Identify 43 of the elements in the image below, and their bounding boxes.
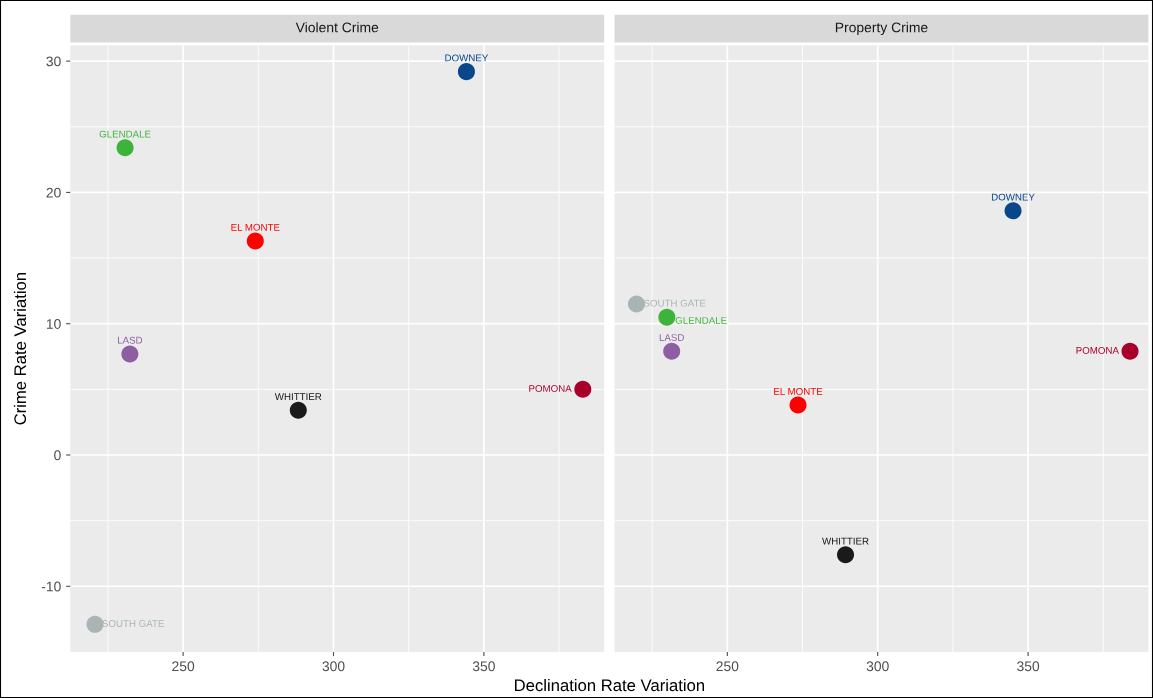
y-tick-label: 20 bbox=[46, 187, 61, 198]
point bbox=[789, 396, 807, 414]
point bbox=[457, 63, 475, 81]
x-tick-label: 250 bbox=[716, 661, 739, 672]
series-label: GLENDALE bbox=[99, 130, 151, 138]
point bbox=[86, 615, 104, 633]
series-label: GLENDALE bbox=[675, 317, 727, 324]
x-tick-label: 300 bbox=[866, 661, 889, 672]
series-label: POMONA bbox=[529, 385, 572, 392]
series-label: LASD bbox=[117, 336, 143, 344]
series-label: POMONA bbox=[1076, 347, 1119, 354]
x-tick-label: 250 bbox=[172, 661, 195, 672]
series-label: WHITTIER bbox=[822, 537, 869, 545]
x-tick-label: 350 bbox=[472, 661, 495, 672]
x-tick-label: 350 bbox=[1017, 661, 1040, 672]
y-axis-title: Crime Rate Variation bbox=[13, 273, 27, 425]
series-label: EL MONTE bbox=[231, 223, 280, 231]
series-label: EL MONTE bbox=[774, 387, 823, 395]
point bbox=[1004, 202, 1022, 220]
series-label: SOUTH GATE bbox=[643, 299, 706, 307]
point bbox=[663, 342, 681, 360]
series-label: SOUTH GATE bbox=[102, 620, 164, 627]
series-label: DOWNEY bbox=[445, 54, 489, 62]
y-tick-label: -10 bbox=[41, 581, 61, 592]
point bbox=[1121, 342, 1139, 360]
point bbox=[628, 295, 646, 313]
point bbox=[289, 401, 307, 419]
x-tick-label: 300 bbox=[322, 661, 345, 672]
y-tick-label: 0 bbox=[54, 450, 61, 461]
point bbox=[837, 546, 855, 564]
point bbox=[121, 345, 139, 363]
point bbox=[574, 380, 592, 398]
point bbox=[116, 139, 134, 157]
chart-title: Violent Crime bbox=[295, 22, 379, 33]
point bbox=[658, 308, 676, 326]
series-label: DOWNEY bbox=[991, 193, 1035, 201]
y-tick-label: 10 bbox=[46, 319, 61, 329]
series-label: WHITTIER bbox=[274, 393, 322, 401]
point bbox=[246, 232, 264, 250]
chart-title: Property Crime bbox=[835, 22, 928, 36]
x-axis-title: Declination Rate Variation bbox=[515, 678, 705, 692]
y-tick-label: 30 bbox=[46, 56, 61, 67]
series-label: LASD bbox=[659, 334, 684, 342]
